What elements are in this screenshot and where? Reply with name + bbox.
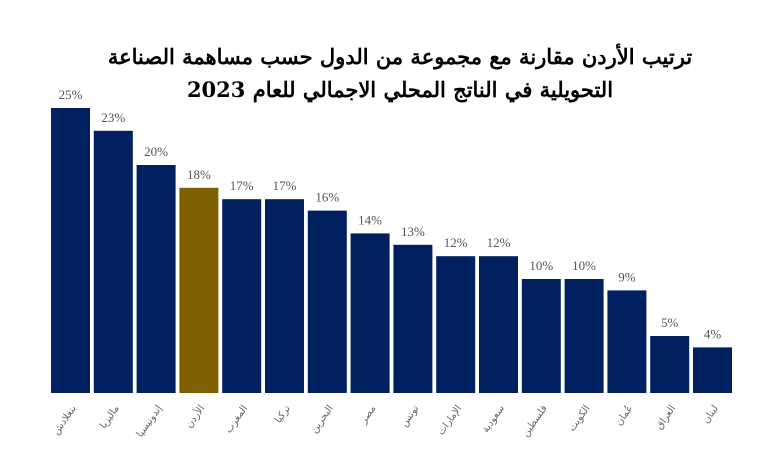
x-tick-label: بنغلادش [51,403,79,437]
x-tick-label: سعودية [480,403,507,435]
data-label: 17% [273,178,297,193]
bar [265,199,304,393]
x-tick-label: فلسطين [520,403,550,439]
x-tick-label: الكويت [567,403,593,433]
bar [693,347,732,393]
data-label: 12% [444,235,468,250]
x-tick-label: عُمان [613,403,635,428]
bar [307,210,347,393]
data-label: 25% [59,87,83,102]
data-label: 12% [487,235,511,250]
bar [607,290,647,393]
x-tick-label: لبنان [701,403,721,425]
bar [136,165,176,393]
x-tick-label: الإمارات [436,403,464,437]
bar [650,336,690,393]
bar [51,108,90,393]
bar [393,244,433,393]
chart-title-line-2: التحويلية في الناتج المحلي الاجمالي للعا… [187,77,613,103]
bar [436,256,476,393]
bar [179,187,219,393]
bar [564,279,604,393]
data-label: 10% [572,258,596,273]
bar [222,199,262,393]
data-label: 13% [401,224,425,239]
data-label: 18% [187,167,211,182]
bar [93,130,133,394]
bar [479,256,518,393]
x-tick-label: الأردن [182,402,207,430]
data-label: 23% [101,110,125,125]
data-label: 4% [704,326,722,341]
data-label: 14% [358,212,382,227]
data-label: 5% [661,315,679,330]
x-tick-label: إندونيسيا [135,403,165,439]
data-label: 17% [230,178,254,193]
bar [521,279,561,393]
chart-title-line-1: ترتيب الأردن مقارنة مع مجموعة من الدول ح… [108,43,692,70]
x-tick-label: تركيا [273,403,293,425]
bar [350,233,390,393]
data-label: 20% [144,144,168,159]
data-label: 10% [529,258,553,273]
x-tick-label: ماليزيا [98,403,122,430]
x-tick-label: المغرب [223,403,250,435]
x-tick-label: البحرين [309,403,336,435]
x-tick-label: مصر [358,403,379,426]
x-tick-label: العراق [654,403,678,431]
data-label: 9% [618,269,636,284]
data-label: 16% [315,190,339,205]
x-tick-label: تونس [399,403,422,429]
